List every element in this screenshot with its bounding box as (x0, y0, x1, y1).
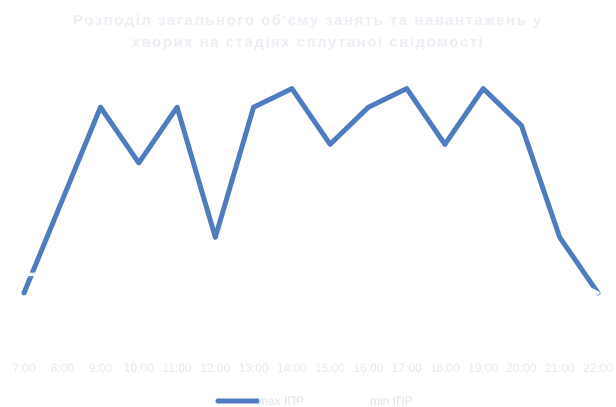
legend-label-min: min ІПР (370, 394, 413, 407)
chart-title-line-2: хворих на стадіях сплутаної свідомості (132, 34, 484, 51)
x-axis-tick-labels: 7:00 8:00 9:00 10:00 11:00 12:00 13:00 14:00 15:… (12, 361, 613, 375)
x-tick-label: 21:00 (545, 361, 575, 375)
x-tick-label: 13:00 (239, 361, 269, 375)
x-tick-label: 17:00 (392, 361, 422, 375)
chart-title: Розподіл загального об'єму занять та нав… (73, 12, 543, 51)
chart-title-line-1: Розподіл загального об'єму занять та нав… (73, 12, 543, 29)
x-tick-label: 8:00 (51, 361, 75, 375)
x-tick-label: 11:00 (163, 361, 192, 375)
series-line-min (22, 272, 600, 295)
x-tick-label: 18:00 (430, 361, 460, 375)
x-tick-label: 7:00 (12, 361, 36, 375)
x-tick-label: 20:00 (506, 361, 536, 375)
x-tick-label: 16:00 (353, 361, 383, 375)
x-tick-label: 10:00 (124, 361, 154, 375)
x-tick-label: 14:00 (277, 361, 307, 375)
x-tick-label: 19:00 (468, 361, 498, 375)
legend: max ІПР min ІПР (215, 394, 413, 407)
x-tick-label: 22:00 (583, 361, 613, 375)
x-tick-label: 15:00 (315, 361, 345, 375)
x-tick-label: 12:00 (200, 361, 230, 375)
legend-label-max: max ІПР (258, 394, 304, 407)
x-tick-label: 9:00 (89, 361, 113, 375)
plot-area (21, 86, 601, 296)
series-line-max (21, 86, 601, 296)
